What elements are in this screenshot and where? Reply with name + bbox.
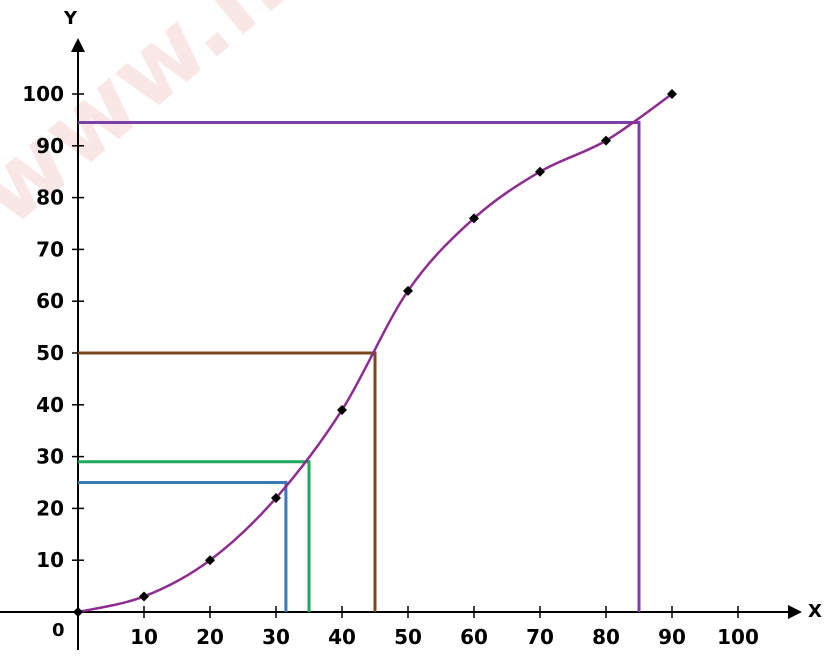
y-tick-label: 30: [36, 445, 64, 469]
x-tick-label: 80: [592, 625, 620, 649]
y-axis-arrow: [71, 38, 85, 52]
x-axis-label: X: [808, 601, 822, 622]
x-tick-label: 50: [394, 625, 422, 649]
tick-labels: 10 20 30 40 50 60 70 80 90 100 10 20 30 40 50 60 70 80 90 1…: [22, 82, 759, 649]
x-tick-label: 90: [658, 625, 686, 649]
x-tick-label: 100: [717, 625, 759, 649]
y-tick-label: 60: [36, 289, 64, 313]
reference-lines: [78, 122, 639, 612]
x-tick-label: 70: [526, 625, 554, 649]
y-tick-label: 10: [36, 548, 64, 572]
y-tick-label: 100: [22, 82, 64, 106]
y-tick-label: 90: [36, 134, 64, 158]
y-tick-label: 20: [36, 496, 64, 520]
x-tick-label: 20: [196, 625, 224, 649]
x-axis-arrow: [788, 605, 802, 619]
x-tick-label: 30: [262, 625, 290, 649]
x-tick-label: 40: [328, 625, 356, 649]
y-tick-label: 80: [36, 186, 64, 210]
data-point: [139, 591, 149, 601]
data-point: [73, 607, 83, 617]
reference-line: [78, 122, 639, 612]
y-tick-label: 70: [36, 237, 64, 261]
reference-line: [78, 462, 309, 612]
reference-line: [78, 483, 286, 613]
y-tick-label: 40: [36, 393, 64, 417]
origin-label: 0: [52, 620, 65, 641]
x-tick-label: 10: [130, 625, 158, 649]
x-tick-label: 60: [460, 625, 488, 649]
y-tick-label: 50: [36, 341, 64, 365]
y-axis-label: Y: [63, 8, 78, 29]
